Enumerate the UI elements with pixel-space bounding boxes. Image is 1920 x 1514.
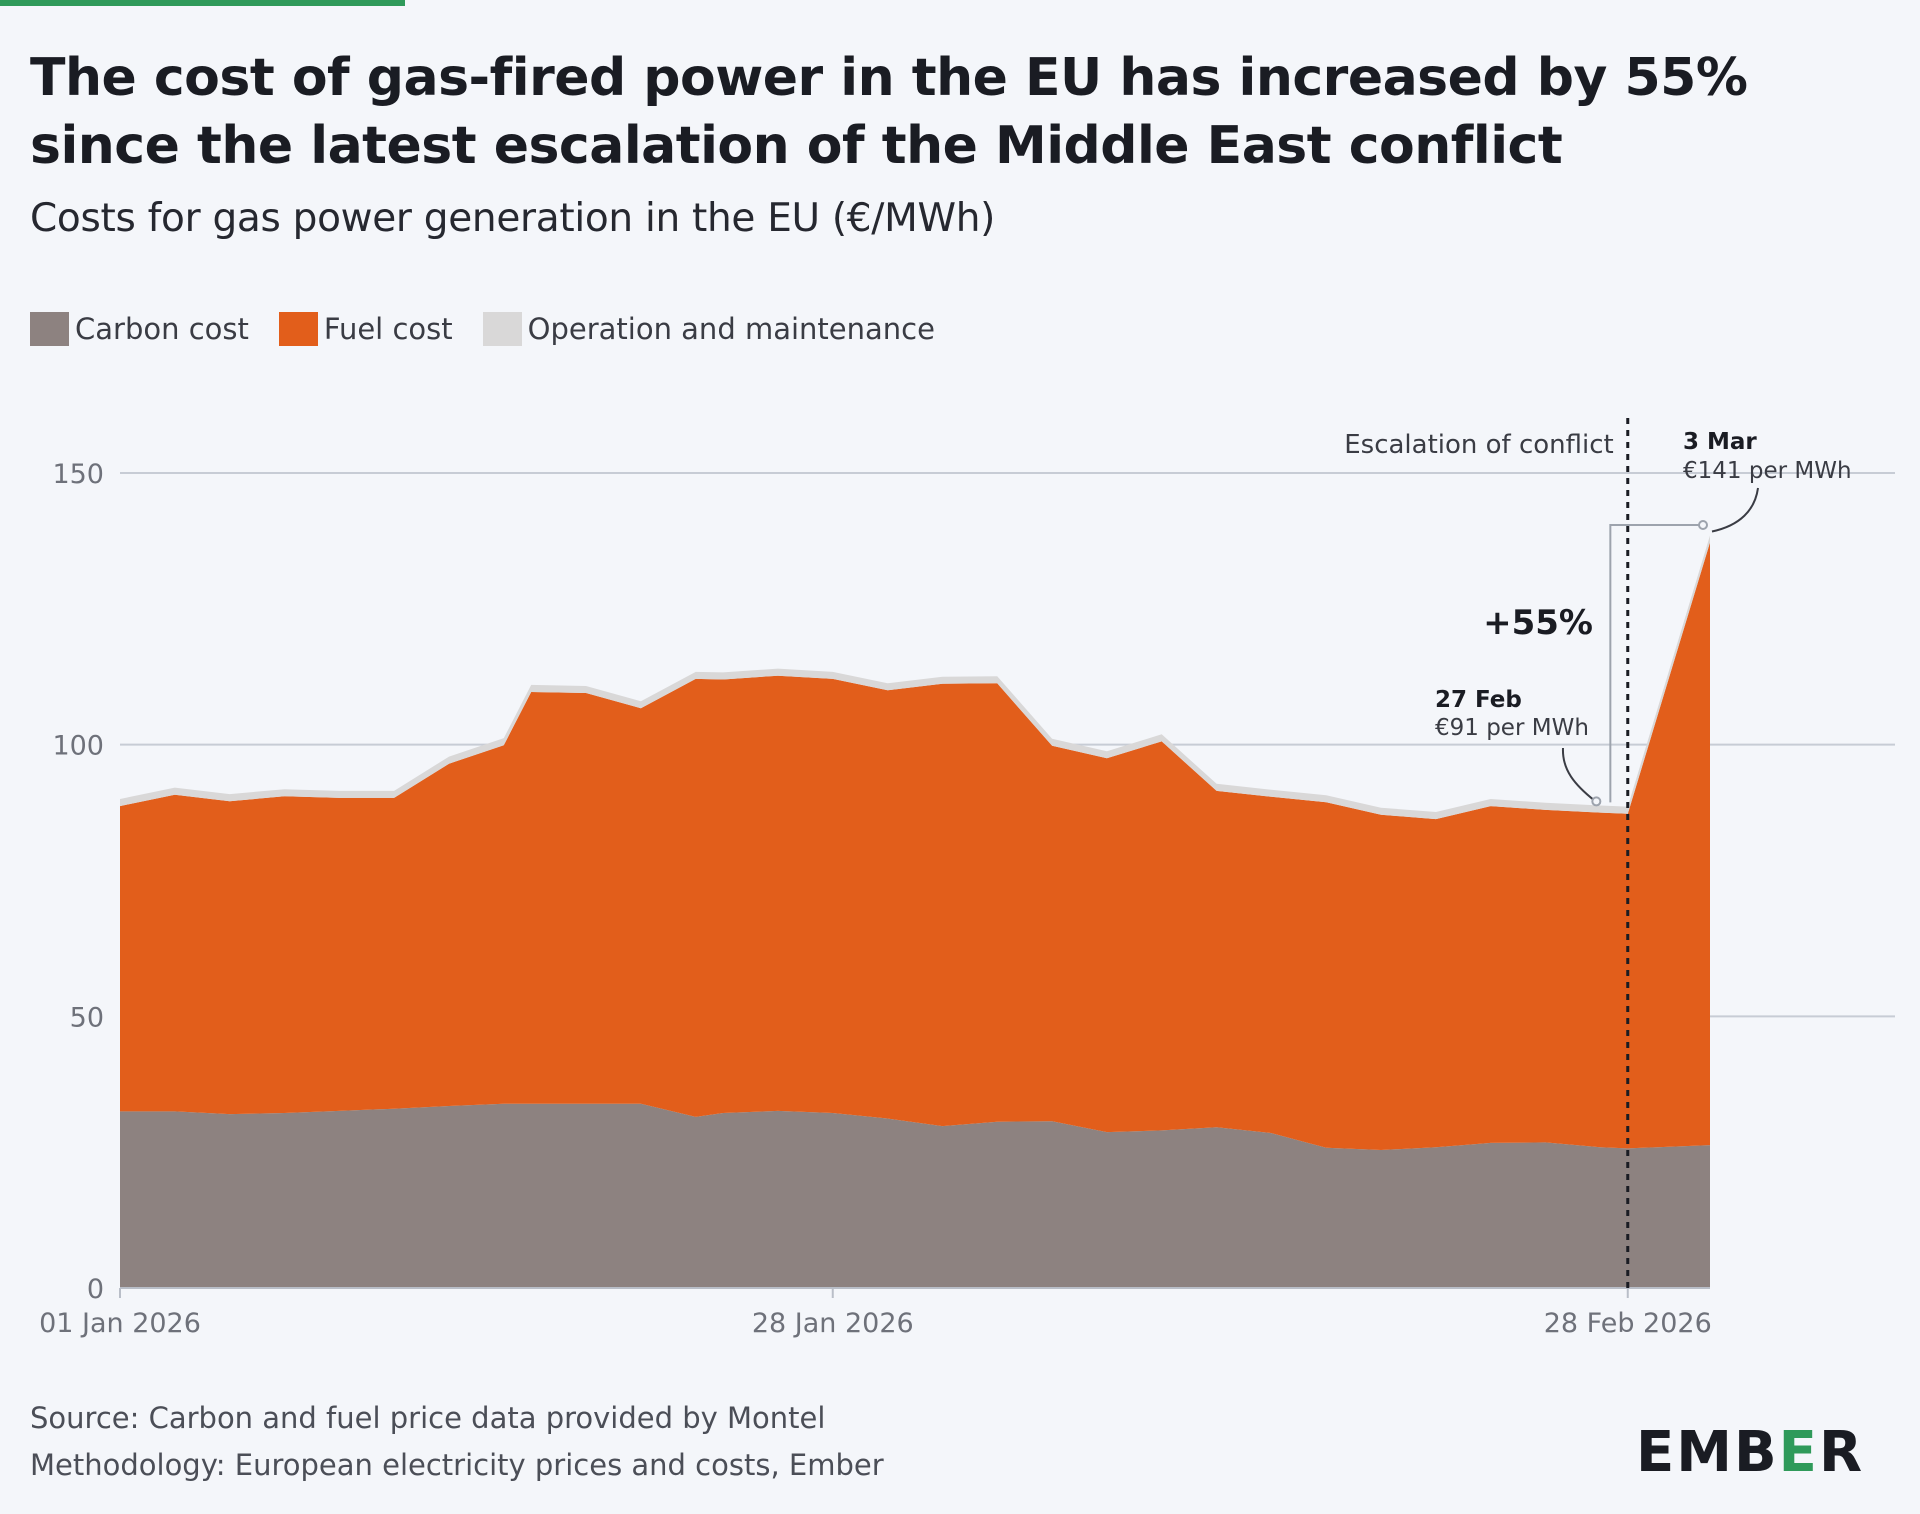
y-tick-label-100: 100	[52, 731, 104, 762]
legend-item-om: Operation and maintenance	[482, 312, 935, 346]
chart-subtitle: Costs for gas power generation in the EU…	[30, 196, 996, 241]
footer: Source: Carbon and fuel price data provi…	[30, 1395, 884, 1489]
start-annotation-leader	[1561, 747, 1595, 802]
end-annotation-date: 3 Mar	[1683, 429, 1757, 455]
stacked-area-chart: 0 50 100 150 01 Jan 2026 28 Jan 2026 28 Feb 20…	[39, 418, 1895, 1339]
start-annotation-value: €91 per MWh	[1435, 715, 1589, 741]
logo-text-2: E	[1778, 1420, 1819, 1485]
legend-item-fuel: Fuel cost	[278, 312, 453, 346]
legend-swatch-fuel	[278, 312, 318, 346]
legend-swatch-carbon	[30, 312, 69, 346]
legend-label-fuel: Fuel cost	[323, 312, 453, 346]
area-operation-maintenance	[120, 535, 1710, 820]
legend-label-carbon: Carbon cost	[75, 312, 249, 346]
top-accent-bar	[0, 0, 405, 6]
end-annotation-leader	[1711, 487, 1759, 533]
y-tick-label-50: 50	[70, 1002, 104, 1033]
legend-label-om: Operation and maintenance	[527, 312, 935, 346]
x-tick-label-2: 28 Feb 2026	[1544, 1308, 1712, 1339]
x-tick-label-0: 01 Jan 2026	[39, 1308, 201, 1339]
legend-item-carbon: Carbon cost	[30, 312, 249, 346]
event-label: Escalation of conflict	[1344, 430, 1614, 460]
y-tick-label-150: 150	[52, 459, 104, 490]
y-tick-label-0: 0	[87, 1274, 104, 1305]
end-annotation-value: €141 per MWh	[1683, 458, 1852, 484]
logo-text-3: R	[1818, 1420, 1865, 1485]
change-bracket-end-dot	[1698, 520, 1708, 530]
methodology-note: Methodology: European electricity prices…	[30, 1448, 884, 1482]
source-note: Source: Carbon and fuel price data provi…	[30, 1401, 826, 1435]
logo-text-1: EMB	[1636, 1420, 1779, 1485]
chart-title: The cost of gas-fired power in the EU ha…	[30, 48, 1748, 176]
start-annotation-dot	[1591, 796, 1602, 807]
x-tick-label-1: 28 Jan 2026	[752, 1308, 914, 1339]
area-fuel-cost	[120, 542, 1710, 1150]
start-annotation-date: 27 Feb	[1435, 687, 1522, 713]
legend-swatch-om	[482, 312, 522, 346]
change-bracket	[1609, 524, 1700, 803]
ember-logo: EMB E R	[1636, 1420, 1864, 1485]
area-carbon-cost	[120, 1103, 1710, 1288]
change-label: +55%	[1483, 603, 1593, 643]
legend: Carbon cost Fuel cost Operation and main…	[30, 312, 965, 346]
